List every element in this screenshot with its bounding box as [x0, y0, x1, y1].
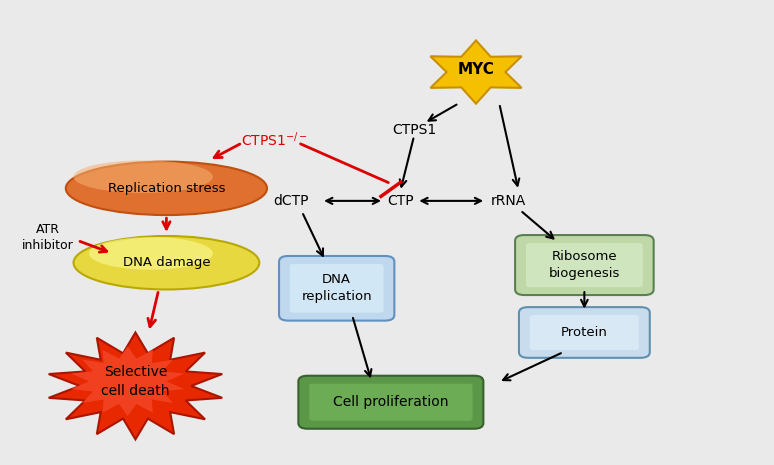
Text: CTP: CTP	[387, 194, 413, 208]
Ellipse shape	[92, 169, 241, 208]
Polygon shape	[71, 346, 184, 416]
Ellipse shape	[114, 174, 219, 202]
Text: rRNA: rRNA	[491, 194, 526, 208]
Text: MYC: MYC	[457, 62, 495, 77]
FancyBboxPatch shape	[529, 315, 639, 350]
Ellipse shape	[77, 165, 256, 212]
FancyBboxPatch shape	[515, 235, 653, 295]
Ellipse shape	[89, 237, 213, 270]
Text: Selective
cell death: Selective cell death	[101, 365, 170, 398]
Ellipse shape	[66, 162, 267, 215]
Ellipse shape	[146, 183, 187, 194]
Ellipse shape	[156, 186, 176, 191]
FancyBboxPatch shape	[289, 264, 384, 313]
Text: CTPS1: CTPS1	[392, 123, 437, 137]
Ellipse shape	[98, 170, 235, 206]
FancyBboxPatch shape	[310, 384, 472, 421]
Ellipse shape	[108, 173, 224, 204]
Ellipse shape	[130, 179, 203, 198]
Text: DNA
replication: DNA replication	[301, 273, 372, 303]
Polygon shape	[49, 332, 222, 439]
Ellipse shape	[135, 180, 198, 197]
Ellipse shape	[82, 166, 251, 211]
Polygon shape	[430, 40, 522, 104]
Ellipse shape	[151, 184, 182, 193]
FancyBboxPatch shape	[299, 376, 483, 429]
Ellipse shape	[119, 176, 214, 201]
Ellipse shape	[74, 236, 259, 289]
Text: Ribosome
biogenesis: Ribosome biogenesis	[549, 250, 620, 280]
FancyBboxPatch shape	[279, 256, 394, 321]
Text: Cell proliferation: Cell proliferation	[333, 395, 449, 409]
Ellipse shape	[74, 160, 213, 193]
Text: DNA damage: DNA damage	[122, 256, 211, 269]
Text: Protein: Protein	[561, 326, 608, 339]
Ellipse shape	[140, 181, 193, 195]
Text: CTPS1$^{-/-}$: CTPS1$^{-/-}$	[241, 130, 308, 149]
Text: Replication stress: Replication stress	[108, 182, 225, 195]
Ellipse shape	[66, 162, 267, 215]
Ellipse shape	[125, 177, 208, 199]
Ellipse shape	[87, 167, 245, 209]
FancyBboxPatch shape	[519, 307, 649, 358]
Ellipse shape	[71, 163, 262, 213]
Text: ATR
inhibitor: ATR inhibitor	[22, 223, 74, 252]
Ellipse shape	[103, 172, 230, 205]
FancyBboxPatch shape	[526, 243, 642, 287]
Text: dCTP: dCTP	[273, 194, 309, 208]
